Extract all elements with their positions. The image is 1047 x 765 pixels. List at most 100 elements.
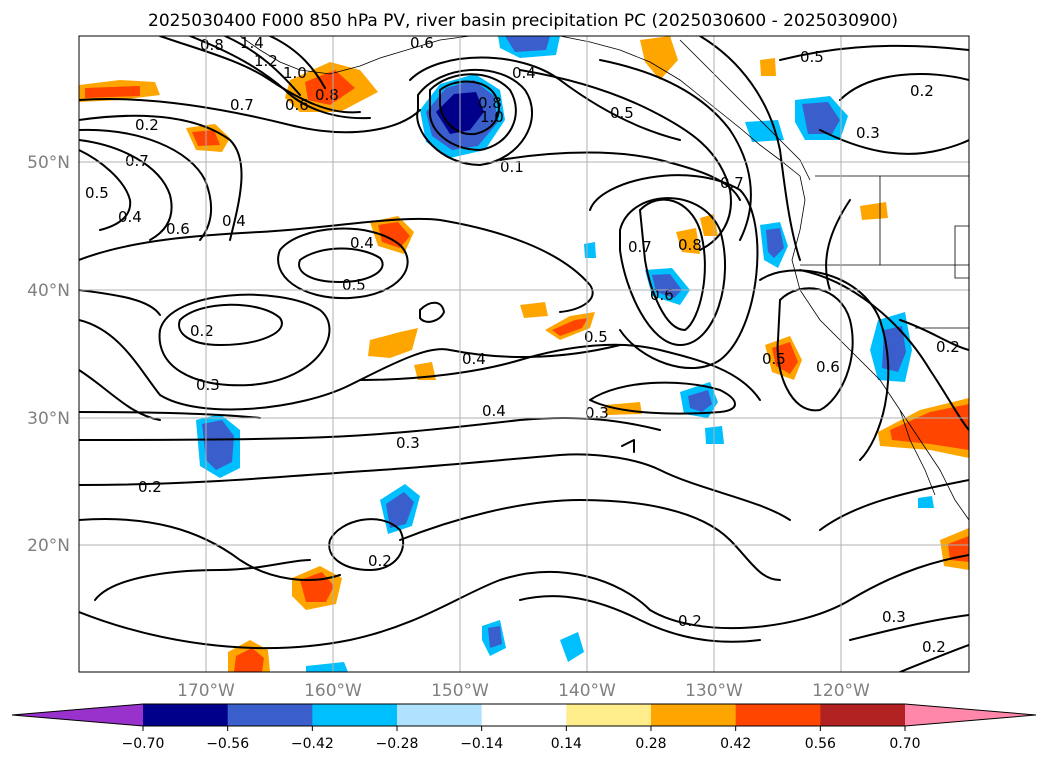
contour-label: 0.5 xyxy=(800,48,824,66)
baja-coast xyxy=(899,409,936,496)
contour-label: 0.3 xyxy=(856,124,880,142)
state-border xyxy=(954,225,969,279)
contour-line xyxy=(79,453,791,521)
contour-line xyxy=(849,614,969,641)
contour-label: 0.6 xyxy=(650,286,674,304)
contour-line xyxy=(519,69,732,251)
contour-label: 0.2 xyxy=(368,552,392,570)
negative-blob xyxy=(584,242,596,258)
contour-label: 0.5 xyxy=(584,328,608,346)
contour-label: 0.5 xyxy=(762,350,786,368)
lon-labels: 170°W 160°W 150°W 140°W 130°W 120°W xyxy=(177,681,870,701)
contour-line xyxy=(419,301,445,323)
colorbar-segment xyxy=(227,704,313,726)
negative-blob xyxy=(488,626,502,648)
lat-label: 20°N xyxy=(27,536,70,556)
contour-label: 1.0 xyxy=(480,108,504,126)
bc-coast xyxy=(679,39,811,181)
colorbar-tick-label: 0.28 xyxy=(635,736,666,752)
contour-label: 0.1 xyxy=(500,158,524,176)
graticule xyxy=(79,36,969,672)
contour-label: 0.7 xyxy=(628,238,652,256)
contour-label: 0.4 xyxy=(222,212,246,230)
contour-label: 0.3 xyxy=(196,376,220,394)
contour-line xyxy=(899,644,969,672)
contour-label: 0.4 xyxy=(512,64,536,82)
contour-label: 0.6 xyxy=(285,96,309,114)
contour-label: 0.2 xyxy=(922,638,946,656)
alaska-gulf-coast xyxy=(559,36,801,177)
positive-blob xyxy=(378,222,410,248)
contour-line xyxy=(79,411,261,419)
contour-label: 0.6 xyxy=(166,220,190,238)
contour-line xyxy=(819,129,969,155)
contour-line xyxy=(94,559,311,601)
contour-line xyxy=(178,303,283,346)
contour-line xyxy=(158,293,331,387)
positive-blob xyxy=(368,328,418,358)
colorbar-tick-label: 0.14 xyxy=(551,736,582,752)
contour-label: 0.2 xyxy=(190,322,214,340)
negative-blob xyxy=(306,662,348,672)
contour-label: 0.4 xyxy=(118,208,142,226)
contour-line xyxy=(189,36,371,120)
alaska-coast xyxy=(239,36,471,75)
contour-line xyxy=(825,199,851,291)
contour-line xyxy=(779,44,969,61)
colorbar-tick-label: 0.70 xyxy=(889,736,920,752)
contour-label: 0.8 xyxy=(200,36,224,54)
contour-line xyxy=(79,98,421,134)
contour-line xyxy=(79,319,621,411)
positive-blob xyxy=(676,228,700,254)
contour-label: 0.2 xyxy=(678,612,702,630)
contour-line xyxy=(621,439,635,453)
positive-blob xyxy=(305,70,355,105)
negative-blob xyxy=(202,420,234,470)
contour-label: 0.2 xyxy=(936,338,960,356)
contour-line xyxy=(416,69,534,166)
negative-blob xyxy=(386,492,414,528)
figure-title: 2025030400 F000 850 hPa PV, river basin … xyxy=(148,11,898,31)
negative-blob xyxy=(652,274,682,298)
contour-label: 0.7 xyxy=(720,174,744,192)
positive-blob xyxy=(234,648,264,672)
contour-line xyxy=(799,269,969,431)
contour-label: 0.5 xyxy=(342,276,366,294)
colorbar-tick-label: 0.56 xyxy=(805,736,836,752)
contour-label: 0.6 xyxy=(410,34,434,52)
contour-line xyxy=(79,289,161,316)
positive-blob xyxy=(552,318,588,336)
negative-blob xyxy=(560,632,584,662)
contour-label: 0.5 xyxy=(610,104,634,122)
coastlines xyxy=(239,36,969,521)
colorbar-tick-label: −0.28 xyxy=(376,736,419,752)
contour-line xyxy=(277,227,409,300)
us-west-coast xyxy=(791,175,969,521)
contour-label: 0.8 xyxy=(678,236,702,254)
colorbar-tick-label: −0.70 xyxy=(122,736,165,752)
contour-labels: 1.4 1.2 1.0 0.8 0.6 0.7 0.8 0.6 0.2 0.7 … xyxy=(85,34,960,656)
contour-label: 0.5 xyxy=(85,184,109,202)
colorbar-segment xyxy=(820,704,906,726)
contour-label: 0.4 xyxy=(482,402,506,420)
lat-labels: 50°N 40°N 30°N 20°N xyxy=(27,153,70,556)
contour-line xyxy=(79,518,341,581)
contour-line xyxy=(439,80,500,136)
contour-line xyxy=(519,595,761,643)
lon-label: 120°W xyxy=(812,681,870,701)
lon-label: 140°W xyxy=(558,681,616,701)
colorbar-extend-low xyxy=(12,704,143,726)
contour-label: 0.3 xyxy=(585,404,609,422)
contour-line xyxy=(79,417,661,441)
contour-line xyxy=(619,197,727,346)
contour-label: 0.2 xyxy=(910,82,934,100)
colorbar-tick-label: −0.42 xyxy=(291,736,334,752)
colorbar: −0.70 −0.56 −0.42 −0.28 −0.14 0.14 0.28 0.42 0.5… xyxy=(11,703,1037,752)
colorbar-segment xyxy=(397,704,483,726)
contour-line xyxy=(589,174,759,369)
colorbar-segment xyxy=(481,704,567,726)
contour-label: 1.4 xyxy=(240,34,264,52)
positive-blob xyxy=(85,86,140,98)
contour-label: 0.6 xyxy=(816,358,840,376)
contour-line xyxy=(639,198,706,331)
